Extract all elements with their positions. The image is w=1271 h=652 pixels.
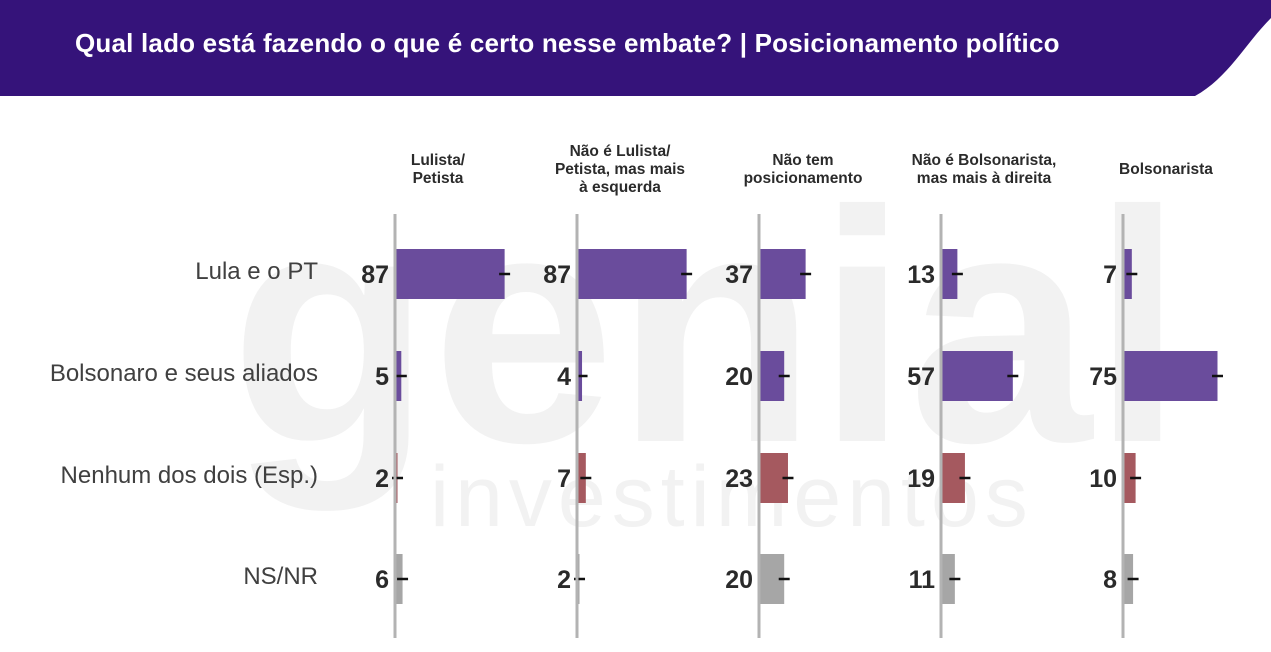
panel-title-line: Não é Bolsonarista,	[911, 152, 1057, 169]
value-label: 10	[1089, 465, 1117, 493]
value-label: 11	[909, 566, 936, 594]
value-label: 19	[907, 465, 935, 493]
panel-title-line: posicionamento	[743, 170, 863, 187]
row-label: Lula e o PT	[195, 258, 318, 285]
value-label: 7	[1103, 261, 1117, 289]
value-label: 23	[725, 465, 753, 493]
panel-title-line: à esquerda	[579, 179, 661, 196]
value-label: 20	[725, 363, 753, 391]
value-label: 2	[375, 465, 389, 493]
panel-title: Não tem posicionamento	[708, 152, 898, 188]
panel-title-line: Não tem	[772, 152, 834, 169]
panel-title-line: mas mais à direita	[916, 170, 1052, 187]
watermark-sub-text: investimentos	[430, 449, 1034, 545]
bar	[941, 351, 1013, 401]
watermark-logo: genial investimentos	[230, 142, 1184, 545]
panel-title: Bolsonarista	[1071, 161, 1261, 179]
value-label: 20	[725, 566, 753, 594]
bar	[941, 554, 955, 604]
value-label: 7	[557, 465, 571, 493]
watermark-brand-text: genial	[230, 142, 1184, 513]
page-title: Qual lado está fazendo o que é certo nes…	[75, 28, 1060, 58]
row-label: NS/NR	[243, 563, 318, 590]
bar	[941, 453, 965, 503]
value-label: 8	[1103, 566, 1117, 594]
value-label: 13	[907, 261, 935, 289]
panel-title-line: Petista	[412, 170, 464, 187]
value-label: 57	[907, 363, 935, 391]
value-label: 6	[375, 566, 389, 594]
header-banner: Qual lado está fazendo o que é certo nes…	[0, 0, 1271, 96]
panel-title: Não é Lulista/Petista, mas mais à esquerd…	[525, 143, 715, 197]
value-label: 5	[375, 363, 389, 391]
bar	[1123, 351, 1218, 401]
value-label: 37	[725, 261, 753, 289]
panel-title: Não é Bolsonarista, mas mais à direita	[889, 152, 1079, 188]
value-label: 4	[557, 363, 571, 391]
value-label: 87	[361, 261, 389, 289]
row-label: Nenhum dos dois (Esp.)	[60, 462, 318, 489]
value-label: 87	[543, 261, 571, 289]
value-label: 75	[1089, 363, 1117, 391]
panel-title: Lulista/Petista	[343, 152, 533, 188]
panel-title-line: Bolsonarista	[1119, 161, 1213, 178]
bar	[759, 249, 806, 299]
bar	[941, 249, 958, 299]
value-label: 2	[557, 566, 571, 594]
bar	[1123, 453, 1136, 503]
header-background	[0, 0, 1271, 96]
panel-title-line: Não é Lulista/	[569, 143, 671, 160]
row-label: Bolsonaro e seus aliados	[49, 360, 318, 387]
bar	[395, 249, 505, 299]
panel-title-line: Lulista/	[410, 152, 466, 169]
panel-title-line: Petista, mas mais	[554, 161, 686, 178]
bar	[577, 249, 687, 299]
